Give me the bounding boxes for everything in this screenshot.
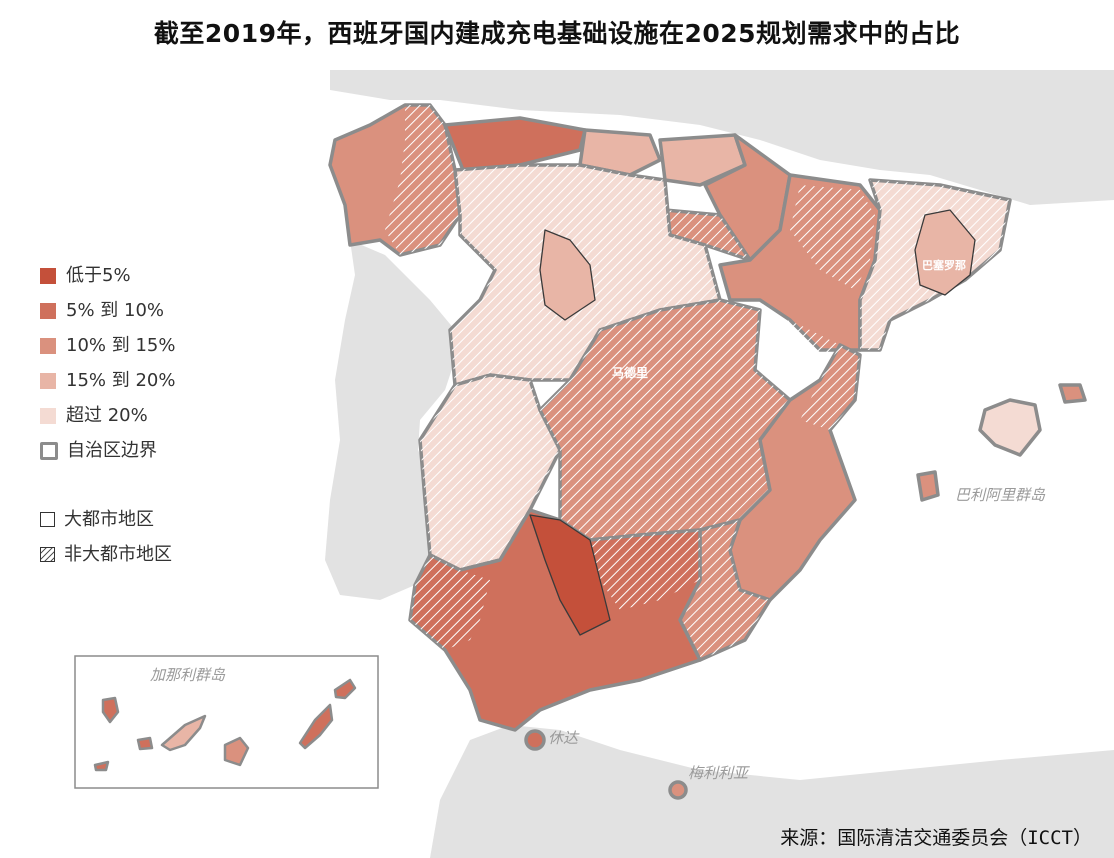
legend-swatch — [40, 337, 56, 354]
legend-item: 低于5% — [40, 258, 240, 293]
legend-label: 10% 到 15% — [66, 334, 176, 356]
canary-inset-frame — [74, 655, 379, 789]
legend-label: 5% 到 10% — [66, 299, 165, 321]
background-land — [325, 70, 1114, 858]
region-aragon-hatch — [790, 185, 875, 290]
portugal-land — [325, 240, 455, 600]
legend-item: 10% 到 15% — [40, 328, 240, 363]
melilla-marker — [668, 780, 688, 800]
canary-la-palma — [101, 696, 120, 724]
non-metro-swatch — [40, 547, 55, 562]
legend-item: 15% 到 20% — [40, 363, 240, 398]
legend-metro-label: 大都市地区 — [64, 508, 154, 530]
france-land — [330, 70, 1114, 205]
region-castile-la-mancha-hatch — [540, 300, 790, 540]
region-aragon-hatch-south — [755, 310, 840, 390]
canary-tenerife — [160, 714, 207, 752]
map-labels: 马德里 巴塞罗那 巴利阿里群岛 加那利群岛 休达 梅利利亚 — [150, 258, 1046, 782]
boundary-swatch — [40, 441, 58, 460]
label-balearic: 巴利阿里群岛 — [955, 486, 1046, 504]
legend-item-boundary: 自治区边界 — [40, 433, 240, 468]
legend-non-metro-label: 非大都市地区 — [64, 543, 172, 565]
legend-swatch — [40, 302, 56, 319]
region-balearic-ibiza — [916, 470, 940, 502]
region-extremadura-hatch — [420, 375, 560, 570]
canary-lanzarote — [333, 678, 357, 700]
region-valencia-hatch — [800, 345, 860, 430]
legend-item: 超过 20% — [40, 398, 240, 433]
canary-el-hierro — [93, 760, 110, 772]
morocco-land — [430, 725, 1114, 858]
region-cantabria — [578, 128, 662, 177]
metro-swatch — [40, 512, 55, 527]
metro-valladolid — [539, 229, 596, 321]
canary-gomera — [136, 736, 154, 751]
ceuta-marker — [524, 729, 546, 751]
canary-gran-canaria — [223, 736, 250, 767]
source-note: 来源：国际清洁交通委员会（ICCT） — [780, 827, 1092, 849]
map-title: 截至2019年，西班牙国内建成充电基础设施在2025规划需求中的占比 — [153, 19, 961, 48]
metro-jaen-hatch — [590, 530, 700, 610]
region-rioja-hatch — [665, 210, 750, 260]
region-balearic-menorca — [1058, 383, 1087, 404]
label-melilla: 梅利利亚 — [688, 764, 750, 782]
legend-swatch — [40, 407, 56, 424]
regions — [328, 103, 1087, 800]
label-barcelona: 巴塞罗那 — [922, 258, 966, 272]
legend-label: 15% 到 20% — [66, 369, 176, 391]
legend-label: 低于5% — [66, 264, 131, 286]
legend-item-non-metro: 非大都市地区 — [40, 537, 240, 572]
region-balearic-mallorca — [978, 398, 1042, 457]
label-canary: 加那利群岛 — [150, 666, 226, 684]
label-madrid: 马德里 — [612, 365, 648, 380]
legend-item-metro: 大都市地区 — [40, 502, 240, 537]
metro-cordoba — [529, 514, 611, 636]
legend-swatch — [40, 267, 56, 284]
metro-barcelona — [914, 209, 976, 296]
canary-fuerteventura — [298, 703, 334, 750]
region-galicia-hatch — [385, 105, 460, 255]
legend-item: 5% 到 10% — [40, 293, 240, 328]
metro-huelva-hatch — [410, 555, 490, 650]
legend: 低于5% 5% 到 10% 10% 到 15% 15% 到 20% 超过 20%… — [40, 258, 240, 572]
canary-inset — [74, 655, 379, 789]
legend-label: 超过 20% — [66, 404, 148, 426]
legend-boundary-label: 自治区边界 — [67, 439, 157, 461]
legend-swatch — [40, 372, 56, 389]
label-ceuta: 休达 — [548, 729, 580, 747]
region-murcia-hatch — [680, 520, 770, 660]
